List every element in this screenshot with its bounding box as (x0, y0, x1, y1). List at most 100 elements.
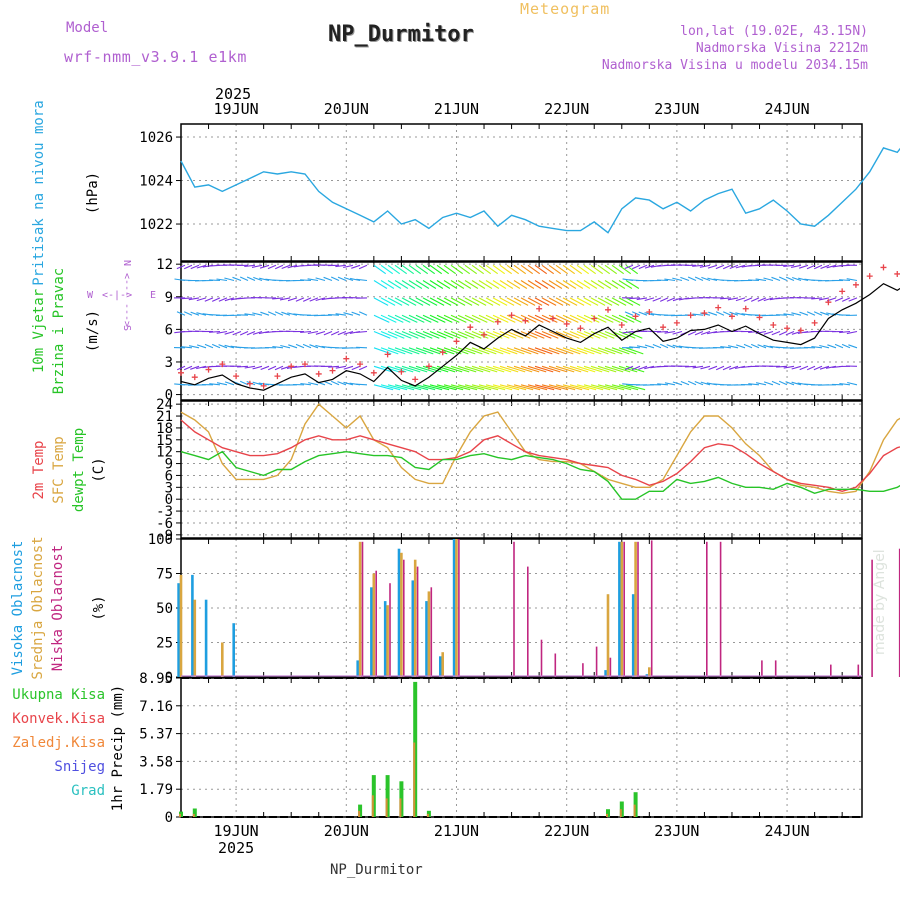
wind-arrow (569, 330, 587, 339)
wind-arrow (672, 297, 683, 302)
wind-arrow (387, 314, 404, 323)
gust-marker (894, 270, 900, 277)
footer-station: NP_Durmitor (330, 862, 423, 878)
y-tick-label: 3 (165, 480, 173, 496)
gust-marker (412, 376, 419, 383)
wind-arrow (337, 330, 347, 336)
wind-arrow (485, 264, 499, 275)
wind-arrow (604, 264, 618, 275)
mid-cloud-bar (634, 541, 637, 677)
mid-cloud-axis-title: Srednja Oblacnost (30, 536, 46, 679)
mid-cloud-bar (372, 573, 376, 677)
wind-arrow (394, 297, 410, 306)
wind-arrow (694, 380, 704, 386)
mid-cloud-bar (193, 599, 197, 677)
legend-snow: Snijeg (54, 759, 105, 775)
model-label: Model (66, 20, 109, 36)
wind-arrow (330, 276, 340, 282)
wind-arrow (436, 314, 453, 323)
gust-marker (398, 368, 405, 375)
wind-arrow (394, 264, 408, 275)
wind-arrow (315, 330, 326, 335)
wind-arrow (218, 344, 228, 349)
wind-arrow (387, 384, 408, 391)
wind-arrow (562, 297, 578, 306)
mid-cloud-bar (386, 605, 389, 677)
wind-arrow (644, 365, 655, 370)
wind-arrow (520, 365, 540, 373)
total-precip-bar (606, 809, 610, 817)
wind-arrow (729, 365, 739, 370)
wind-arrow (597, 297, 613, 306)
wind-arrow (776, 365, 788, 368)
wind-arrow (196, 297, 207, 302)
wind-arrow (659, 343, 669, 349)
wind-axis-subtitle: Brzina i Pravac (51, 268, 67, 394)
wind-arrow (625, 297, 641, 306)
wind-arrow (513, 365, 533, 373)
bottom-day-label: 20JUN (324, 822, 369, 840)
wind-arrow (394, 384, 415, 391)
wind-arrow (555, 365, 575, 373)
wind-arrow (727, 297, 739, 301)
wind-arrow (307, 278, 319, 282)
wind-arrow (569, 264, 583, 275)
wind-arrow (576, 330, 594, 339)
wind-arrow (478, 330, 496, 339)
wind-arrow (520, 330, 538, 339)
high-cloud-bar (397, 548, 401, 677)
wind-arrow (478, 264, 492, 275)
low-cloud-bar (857, 664, 860, 677)
mid-cloud-bar (427, 591, 431, 677)
wind-arrow (253, 276, 263, 282)
wind-arrow (763, 297, 774, 302)
wind-arrow (436, 330, 454, 339)
wind-arrow (471, 330, 489, 339)
wind-arrow (351, 365, 361, 371)
wind-arrow (422, 330, 440, 339)
conv-precip-bar (426, 813, 429, 817)
wind-arrow (443, 384, 464, 391)
wind-arrow (351, 311, 361, 316)
low-cloud-bar (830, 664, 832, 677)
gust-marker (660, 324, 667, 331)
wind-arrow (611, 264, 625, 275)
wind-arrow (373, 264, 387, 275)
wind-arrow (188, 345, 200, 349)
wind-arrow (771, 380, 781, 386)
wind-arrow (763, 330, 774, 335)
gust-marker (549, 315, 556, 322)
wind-arrow (499, 314, 516, 323)
high-cloud-bar (631, 594, 635, 677)
wind-arrow (380, 384, 401, 391)
wind-arrow (548, 264, 562, 275)
bottom-x-axis: 19JUN 20JUN 21JUN 22JUN 23JUN 24JUN 2025 (214, 822, 810, 857)
bottom-day-label: 23JUN (654, 822, 699, 840)
wind-arrow (763, 381, 774, 386)
conv-precip-bar (619, 809, 622, 817)
wind-arrow (216, 278, 228, 282)
wind-arrow (771, 330, 781, 336)
wind-arrow (450, 264, 464, 275)
dewpoint-line (180, 450, 900, 500)
wind-unit: (m/s) (85, 310, 101, 352)
wind-arrow (373, 365, 393, 373)
wind-arrow (583, 264, 597, 275)
wind-arrow (380, 280, 395, 289)
wind-arrow (841, 297, 851, 302)
wind-arrow (267, 365, 277, 371)
wind-arrow (443, 280, 458, 289)
gust-marker (591, 315, 598, 322)
wind-arrow (597, 264, 611, 275)
wind-arrow (624, 365, 634, 371)
gust-marker (728, 313, 735, 320)
gust-marker (852, 281, 859, 288)
y-tick-label: 5.37 (139, 727, 173, 743)
wind-arrow (401, 314, 418, 323)
wind-arrow (401, 384, 422, 391)
mid-cloud-bar (413, 559, 417, 677)
gust-marker (563, 320, 570, 327)
wind-arrow (464, 330, 482, 339)
wind-arrow (748, 330, 760, 333)
wind-arrow (429, 347, 448, 355)
